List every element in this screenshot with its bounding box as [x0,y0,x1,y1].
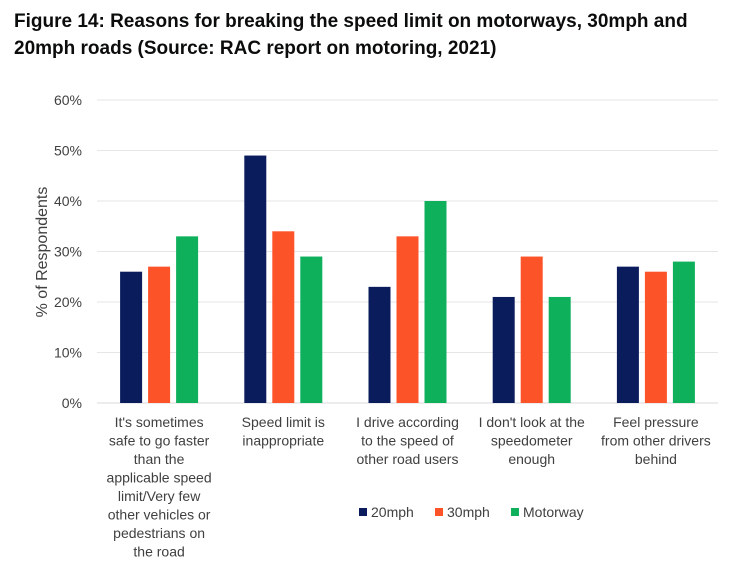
legend-swatch [435,508,443,516]
y-tick-label: 30% [54,244,82,260]
bar-motorway [300,256,323,403]
x-category-label: Speed limit is inappropriate [242,414,325,449]
bar-20mph [492,296,515,403]
legend-label: Motorway [523,504,584,520]
bar-20mph [616,266,639,403]
bar-20mph [244,155,267,403]
legend: 20mph 30mph Motorway [359,504,584,520]
x-axis-labels: It's sometimes safe to go faster than the a… [107,414,711,560]
legend-swatch [359,508,367,516]
bar-20mph [120,271,143,403]
x-category-label: It's sometimes safe to go faster than the a… [107,414,212,560]
x-category-label: I don't look at the speedometer enough [479,414,585,467]
bar-20mph [368,286,391,403]
bar-motorway [672,261,695,403]
bar-30mph [148,266,171,403]
y-tick-label: 40% [54,193,82,209]
y-tick-label: 10% [54,345,82,361]
bars [120,155,695,403]
legend-label: 30mph [447,504,490,520]
bar-30mph [272,231,295,403]
legend-swatch [511,508,519,516]
chart-title: Figure 14: Reasons for breaking the spee… [14,11,688,59]
bar-30mph [644,271,667,403]
y-axis-label: % of Respondents [34,187,51,318]
bar-motorway [548,296,571,403]
y-tick-label: 20% [54,294,82,310]
y-axis-ticks: 0% 10% 20% 30% 40% 50% 60% [54,92,82,411]
y-tick-label: 50% [54,143,82,159]
x-category-label: I drive according to the speed of other ro… [356,414,459,467]
bar-30mph [396,236,419,403]
bar-motorway [424,201,447,403]
bar-motorway [176,236,199,403]
y-tick-label: 0% [62,395,82,411]
x-category-label: Feel pressure from other drivers behind [601,414,711,467]
bar-30mph [520,256,543,403]
gridlines [97,99,718,404]
legend-label: 20mph [371,504,414,520]
y-tick-label: 60% [54,92,82,108]
